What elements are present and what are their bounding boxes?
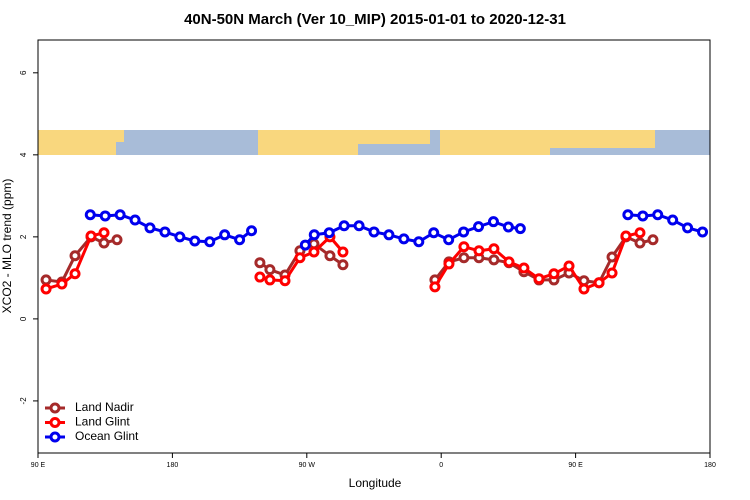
point — [518, 262, 530, 274]
point — [323, 227, 335, 239]
point — [429, 281, 441, 293]
x-tick-label: 180 — [167, 462, 179, 469]
point — [85, 230, 97, 242]
point — [578, 283, 590, 295]
point — [634, 227, 646, 239]
y-tick-label: -2 — [19, 397, 28, 405]
point — [606, 267, 618, 279]
point — [69, 250, 81, 262]
y-tick-label: 6 — [19, 70, 28, 75]
point — [189, 235, 201, 247]
point — [99, 210, 111, 222]
point — [129, 214, 141, 226]
x-tick-label: 180 — [704, 462, 716, 469]
point — [98, 237, 110, 249]
point — [514, 223, 526, 235]
point — [254, 257, 266, 269]
x-tick-label: 90 E — [568, 462, 583, 469]
point — [338, 220, 350, 232]
point — [488, 243, 500, 255]
point — [487, 216, 499, 228]
point — [697, 226, 709, 238]
plot-frame — [37, 39, 711, 454]
point — [563, 260, 575, 272]
point — [204, 236, 216, 248]
point — [443, 234, 455, 246]
point — [443, 258, 455, 270]
point — [40, 274, 52, 286]
point — [667, 214, 679, 226]
legend-marker — [49, 417, 61, 428]
point — [634, 237, 646, 249]
point — [368, 226, 380, 238]
point — [264, 274, 276, 286]
y-tick-label: 4 — [19, 152, 28, 157]
point — [337, 246, 349, 258]
point — [473, 245, 485, 257]
series-line — [45, 234, 654, 285]
point — [458, 241, 470, 253]
point — [606, 251, 618, 263]
point — [40, 283, 52, 295]
point — [533, 273, 545, 285]
point — [502, 221, 514, 233]
legend-label: Ocean Glint — [75, 429, 139, 443]
point — [98, 227, 110, 239]
point — [219, 229, 231, 241]
point — [398, 233, 410, 245]
point — [428, 227, 440, 239]
point — [84, 209, 96, 221]
point — [159, 226, 171, 238]
point — [473, 221, 485, 233]
point — [234, 234, 246, 246]
point — [69, 268, 81, 280]
point — [308, 229, 320, 241]
legend-marker — [49, 402, 61, 414]
point — [114, 209, 126, 221]
x-tick-label: 90 W — [299, 462, 316, 469]
point — [622, 209, 634, 221]
point — [294, 252, 306, 264]
point — [324, 250, 336, 262]
y-tick-label: 0 — [19, 316, 28, 321]
point — [337, 259, 349, 271]
point — [383, 229, 395, 241]
chart-title: 40N-50N March (Ver 10_MIP) 2015-01-01 to… — [184, 11, 566, 28]
point — [458, 226, 470, 238]
point — [652, 209, 664, 221]
point — [620, 230, 632, 242]
point — [279, 275, 291, 287]
legend-marker — [49, 431, 61, 443]
point — [413, 236, 425, 248]
legend-label: Land Glint — [75, 415, 130, 429]
x-tick-label: 0 — [439, 462, 443, 469]
point — [682, 222, 694, 234]
point — [353, 220, 365, 232]
point — [254, 271, 266, 283]
map-strip — [38, 130, 710, 155]
x-axis-label: Longitude — [349, 476, 402, 490]
point — [111, 234, 123, 246]
point — [458, 252, 470, 264]
point — [637, 210, 649, 222]
legend-label: Land Nadir — [75, 400, 134, 414]
point — [503, 256, 515, 268]
point — [144, 222, 156, 234]
point — [246, 225, 258, 237]
point — [488, 254, 500, 266]
point — [174, 231, 186, 243]
point — [56, 278, 68, 290]
point — [308, 246, 320, 258]
point — [299, 239, 311, 251]
point — [593, 277, 605, 289]
x-tick-label: 90 E — [31, 462, 46, 469]
point — [264, 264, 276, 276]
point — [647, 234, 659, 246]
y-tick-label: 2 — [19, 234, 28, 239]
y-axis-label: XCO2 - MLO trend (ppm) — [0, 179, 14, 314]
point — [548, 268, 560, 280]
